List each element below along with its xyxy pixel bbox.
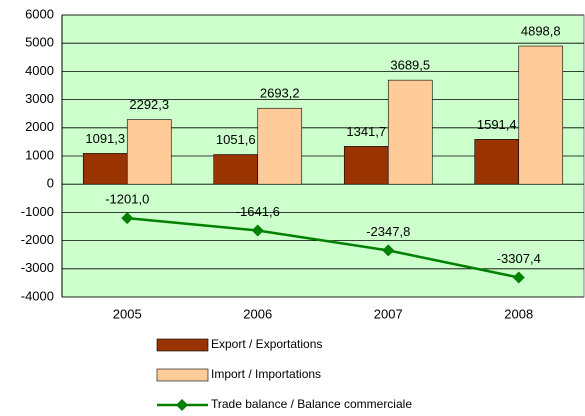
bar	[387, 79, 433, 185]
data-label: -2347,8	[366, 224, 410, 239]
y-tick-label: -2000	[21, 232, 54, 247]
x-tick-label: 2007	[374, 306, 403, 321]
data-label: 2292,3	[129, 97, 169, 112]
legend-swatch	[156, 368, 209, 382]
bar	[126, 119, 172, 185]
marker	[251, 224, 264, 237]
data-label: -3307,4	[497, 251, 541, 266]
legend-label: Trade balance / Balance commerciale	[211, 397, 412, 411]
data-label: 4898,8	[521, 23, 561, 38]
data-label: 3689,5	[390, 58, 430, 73]
data-label: 1341,7	[346, 124, 386, 139]
y-tick-label: 4000	[25, 63, 54, 78]
y-tick-label: 3000	[25, 91, 54, 106]
legend-label: Import / Importations	[211, 367, 321, 381]
bar	[257, 107, 303, 185]
y-tick-label: 5000	[25, 35, 54, 50]
marker	[121, 212, 134, 225]
x-tick-label: 2006	[243, 306, 272, 321]
bar	[343, 146, 389, 185]
marker	[512, 271, 525, 284]
legend-marker	[176, 399, 188, 411]
data-label: 1051,6	[216, 132, 256, 147]
legend-swatch	[156, 338, 209, 352]
data-label: 2693,2	[260, 86, 300, 101]
x-tick-label: 2008	[504, 306, 533, 321]
data-label: 1091,3	[85, 131, 125, 146]
data-label: -1641,6	[236, 204, 280, 219]
legend-label: Export / Exportations	[211, 337, 322, 351]
y-tick-label: -1000	[21, 204, 54, 219]
data-label: -1201,0	[105, 192, 149, 207]
y-tick-label: -4000	[21, 288, 54, 303]
y-tick-label: 2000	[25, 119, 54, 134]
line	[127, 216, 520, 279]
bar	[213, 154, 259, 185]
x-tick-label: 2005	[113, 306, 142, 321]
y-tick-label: -3000	[21, 260, 54, 275]
y-tick-label: 1000	[25, 147, 54, 162]
bar	[82, 153, 128, 185]
y-tick-label: 0	[47, 176, 54, 191]
bar	[474, 139, 520, 185]
bar	[518, 45, 564, 185]
y-tick-label: 6000	[25, 6, 54, 21]
data-label: 1591,4	[477, 117, 517, 132]
marker	[382, 244, 395, 257]
